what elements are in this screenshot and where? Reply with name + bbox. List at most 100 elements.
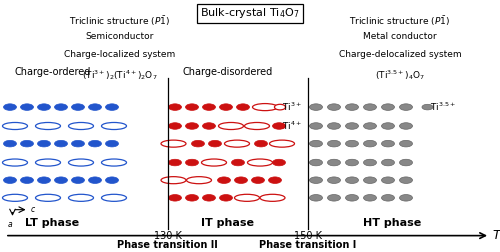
Circle shape (208, 140, 222, 147)
Circle shape (38, 104, 51, 110)
Text: Charge-disordered: Charge-disordered (182, 67, 272, 77)
Text: Ti$^{3.5+}$: Ti$^{3.5+}$ (430, 101, 456, 113)
Circle shape (88, 177, 102, 183)
Ellipse shape (234, 194, 260, 201)
Circle shape (254, 140, 268, 147)
Circle shape (232, 159, 244, 166)
Circle shape (54, 140, 68, 147)
Circle shape (346, 140, 358, 147)
Ellipse shape (218, 122, 244, 130)
Circle shape (54, 104, 68, 110)
Circle shape (4, 140, 16, 147)
Circle shape (328, 104, 340, 110)
Circle shape (346, 159, 358, 166)
Circle shape (400, 140, 412, 147)
Circle shape (106, 104, 118, 110)
Circle shape (72, 140, 85, 147)
Ellipse shape (186, 177, 212, 184)
Circle shape (400, 159, 412, 166)
Ellipse shape (102, 194, 126, 201)
Circle shape (346, 123, 358, 129)
Circle shape (310, 159, 322, 166)
Circle shape (234, 177, 248, 183)
Circle shape (328, 159, 340, 166)
Circle shape (220, 195, 232, 201)
Circle shape (310, 140, 322, 147)
Text: Ti$^{3+}$: Ti$^{3+}$ (282, 101, 302, 113)
Circle shape (272, 159, 285, 166)
Circle shape (328, 123, 340, 129)
Circle shape (168, 195, 181, 201)
Circle shape (346, 195, 358, 201)
Text: Bulk-crystal Ti$_4$O$_7$: Bulk-crystal Ti$_4$O$_7$ (200, 6, 300, 20)
Circle shape (168, 159, 181, 166)
Circle shape (274, 123, 285, 129)
Circle shape (346, 104, 358, 110)
Circle shape (192, 140, 204, 147)
Circle shape (382, 104, 394, 110)
Circle shape (4, 104, 16, 110)
Circle shape (202, 195, 215, 201)
Ellipse shape (36, 122, 60, 130)
Circle shape (220, 104, 232, 110)
Ellipse shape (2, 159, 28, 166)
Circle shape (364, 123, 376, 129)
Circle shape (20, 140, 34, 147)
Circle shape (382, 159, 394, 166)
Circle shape (364, 104, 376, 110)
Circle shape (72, 104, 85, 110)
Circle shape (72, 177, 85, 183)
Ellipse shape (102, 159, 126, 166)
Text: $c$: $c$ (30, 205, 36, 214)
Text: HT phase: HT phase (364, 218, 422, 228)
Ellipse shape (68, 122, 94, 130)
Text: (Ti$^{3.5+}$)$_4$O$_7$: (Ti$^{3.5+}$)$_4$O$_7$ (375, 68, 425, 82)
Ellipse shape (252, 104, 278, 111)
Ellipse shape (244, 122, 270, 130)
Circle shape (328, 177, 340, 183)
Text: (Ti$^{3+}$)$_2$(Ti$^{4+}$)$_2$O$_7$: (Ti$^{3+}$)$_2$(Ti$^{4+}$)$_2$O$_7$ (82, 68, 158, 82)
Circle shape (310, 177, 322, 183)
Text: Triclinic structure ($P\bar{1}$): Triclinic structure ($P\bar{1}$) (350, 14, 450, 28)
Ellipse shape (270, 140, 294, 147)
Text: Ti$^{4+}$: Ti$^{4+}$ (282, 120, 302, 132)
Ellipse shape (224, 140, 250, 147)
Ellipse shape (2, 194, 28, 201)
Ellipse shape (2, 122, 28, 130)
Text: $T$: $T$ (492, 229, 500, 242)
Text: Charge-localized system: Charge-localized system (64, 50, 176, 59)
Circle shape (168, 104, 181, 110)
Circle shape (310, 195, 322, 201)
Circle shape (268, 177, 281, 183)
Circle shape (4, 177, 16, 183)
Circle shape (186, 104, 198, 110)
Circle shape (382, 177, 394, 183)
Circle shape (382, 195, 394, 201)
Circle shape (364, 195, 376, 201)
Text: 130 K: 130 K (154, 231, 182, 241)
Circle shape (328, 140, 340, 147)
Circle shape (202, 123, 215, 129)
Circle shape (186, 159, 198, 166)
Circle shape (400, 195, 412, 201)
Text: IT phase: IT phase (201, 218, 254, 228)
Circle shape (88, 140, 102, 147)
Circle shape (400, 177, 412, 183)
Circle shape (186, 123, 198, 129)
Ellipse shape (161, 177, 186, 184)
Circle shape (186, 195, 198, 201)
Ellipse shape (68, 194, 94, 201)
Ellipse shape (36, 194, 60, 201)
Text: Phase transition I: Phase transition I (259, 240, 356, 250)
Ellipse shape (202, 159, 226, 166)
Circle shape (38, 177, 51, 183)
Circle shape (106, 140, 118, 147)
Circle shape (310, 123, 322, 129)
Text: Metal conductor: Metal conductor (363, 32, 437, 41)
Circle shape (400, 104, 412, 110)
Circle shape (168, 123, 181, 129)
Ellipse shape (248, 159, 272, 166)
Ellipse shape (36, 159, 60, 166)
Circle shape (202, 104, 215, 110)
Circle shape (218, 177, 230, 183)
